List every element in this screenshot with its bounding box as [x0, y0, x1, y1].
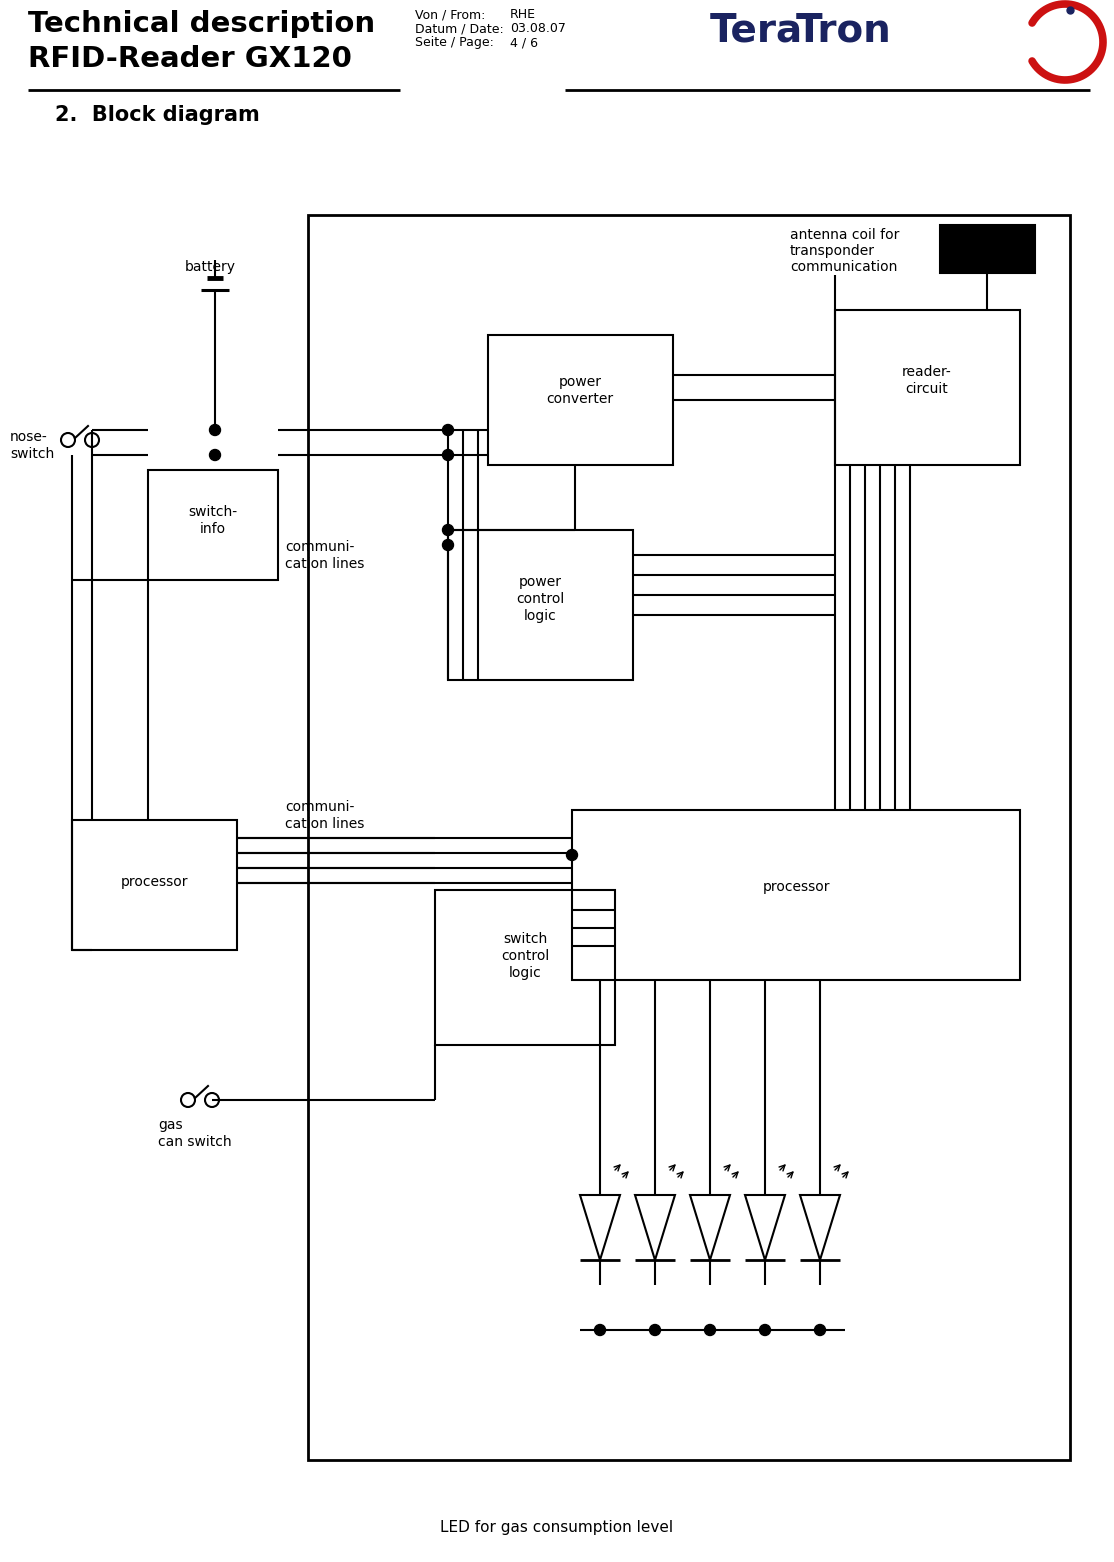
Circle shape	[595, 1325, 606, 1336]
Text: 4 / 6: 4 / 6	[510, 36, 538, 48]
Text: control: control	[501, 950, 549, 964]
Circle shape	[442, 525, 453, 536]
Text: converter: converter	[547, 392, 614, 406]
Text: switch-: switch-	[188, 505, 237, 519]
Text: Technical description: Technical description	[28, 9, 375, 37]
Circle shape	[649, 1325, 661, 1336]
Text: RHE: RHE	[510, 8, 536, 20]
Text: 03.08.07: 03.08.07	[510, 22, 566, 34]
Text: gas: gas	[158, 1118, 183, 1132]
Circle shape	[209, 450, 221, 461]
Circle shape	[442, 425, 453, 436]
Text: communication: communication	[790, 259, 898, 273]
Text: nose-: nose-	[10, 430, 48, 444]
Bar	[72, 820, 237, 950]
Circle shape	[814, 1325, 825, 1336]
Text: RFID-Reader GX120: RFID-Reader GX120	[28, 45, 352, 73]
Circle shape	[442, 539, 453, 550]
Text: power: power	[518, 575, 561, 589]
Circle shape	[704, 1325, 715, 1336]
Bar	[148, 470, 278, 580]
Circle shape	[760, 1325, 771, 1336]
Text: power: power	[558, 375, 602, 389]
Text: reader-: reader-	[902, 366, 951, 380]
Text: Seite / Page:: Seite / Page:	[416, 36, 494, 48]
Text: circuit: circuit	[906, 383, 948, 397]
Bar	[940, 225, 1035, 273]
Bar	[488, 334, 673, 465]
Text: info: info	[199, 522, 226, 536]
Text: Tera: Tera	[710, 12, 803, 50]
Text: logic: logic	[524, 609, 556, 623]
Text: logic: logic	[509, 965, 541, 979]
Text: Datum / Date:: Datum / Date:	[416, 22, 504, 34]
Text: processor: processor	[762, 879, 830, 893]
Text: can switch: can switch	[158, 1136, 232, 1150]
Text: battery: battery	[185, 259, 236, 273]
Bar	[571, 811, 1020, 979]
Bar	[307, 216, 1071, 1460]
Text: communi-: communi-	[285, 540, 354, 555]
Circle shape	[567, 850, 577, 861]
Text: Von / From:: Von / From:	[416, 8, 486, 20]
Bar	[836, 309, 1020, 465]
Circle shape	[209, 425, 221, 436]
Text: cation lines: cation lines	[285, 558, 364, 572]
Text: 2.  Block diagram: 2. Block diagram	[55, 105, 260, 125]
Text: communi-: communi-	[285, 800, 354, 814]
Text: LED for gas consumption level: LED for gas consumption level	[440, 1520, 674, 1535]
Circle shape	[442, 450, 453, 461]
Bar	[448, 530, 633, 679]
Text: control: control	[516, 592, 564, 606]
Text: Tron: Tron	[797, 12, 891, 50]
Text: cation lines: cation lines	[285, 817, 364, 831]
Text: antenna coil for: antenna coil for	[790, 228, 899, 242]
Text: transponder: transponder	[790, 244, 874, 258]
Text: processor: processor	[120, 875, 188, 889]
Text: switch: switch	[10, 447, 55, 461]
Text: switch: switch	[502, 933, 547, 947]
Bar	[434, 890, 615, 1045]
